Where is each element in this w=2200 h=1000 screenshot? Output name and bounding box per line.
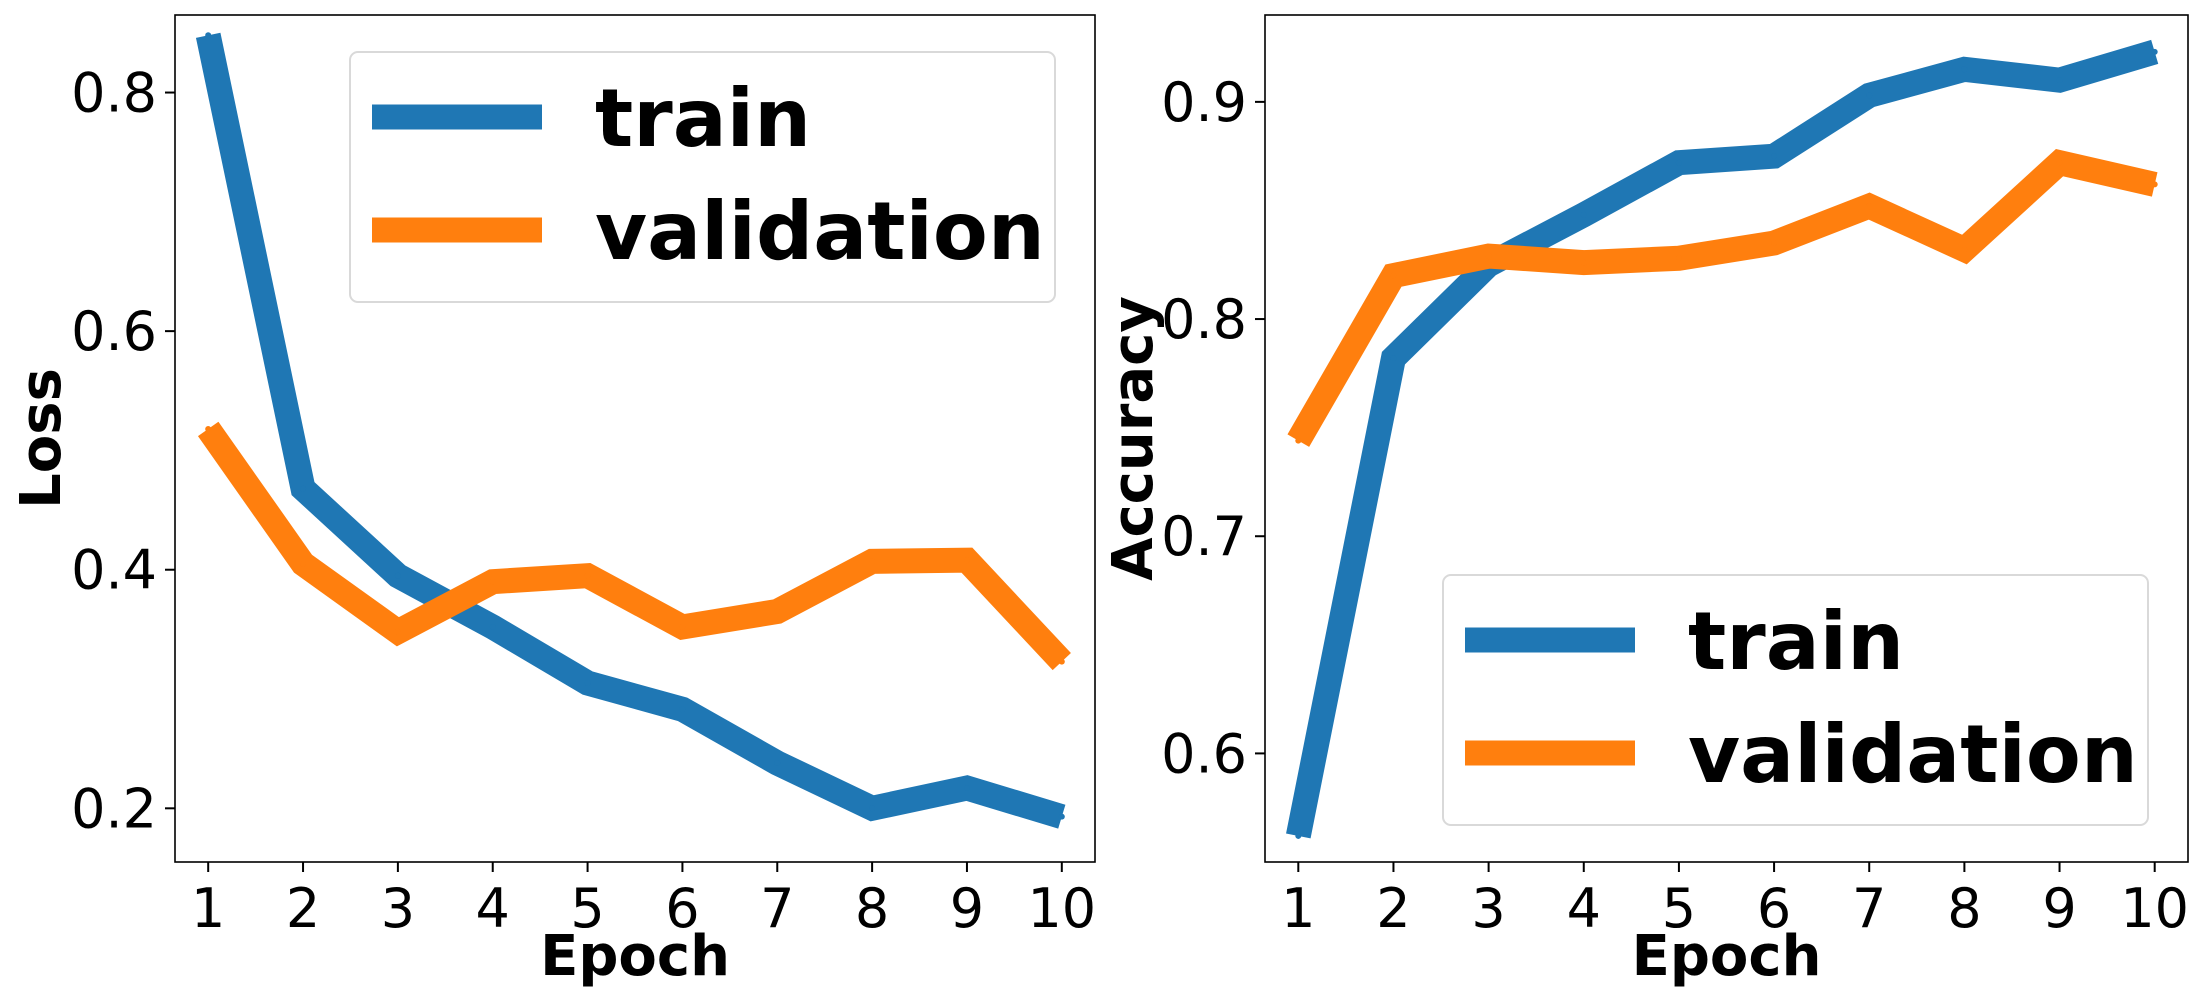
data-point-validation	[1580, 259, 1587, 266]
data-point-train	[2151, 48, 2158, 55]
legend-label-validation: validation	[1688, 708, 2138, 801]
legend-label-train: train	[595, 72, 811, 165]
data-point-train	[394, 572, 401, 579]
data-point-validation	[1771, 240, 1778, 247]
y-tick-label: 0.6	[71, 300, 157, 363]
y-axis-title: Loss	[9, 368, 74, 509]
plot-frame	[1264, 14, 2189, 863]
data-point-train	[1961, 66, 1968, 73]
x-tick-label: 2	[286, 877, 320, 940]
legend: train validation	[349, 51, 1056, 303]
data-point-validation	[963, 557, 970, 564]
x-axis-title: Epoch	[1632, 924, 1822, 989]
data-point-validation	[1485, 253, 1492, 260]
data-point-train	[1771, 153, 1778, 160]
x-tick-label: 10	[1027, 877, 1096, 940]
x-tick-label: 3	[1471, 877, 1505, 940]
data-point-validation	[869, 558, 876, 565]
y-tick-label: 0.6	[1161, 722, 1247, 785]
series-line-train	[195, 32, 1066, 829]
chart-panel-2: 0.6 0.7 0.8 0.9 1 2 3 4 5 6 7 8 9 10 Epoch Accuracy trai…	[1101, 14, 2189, 989]
data-point-validation	[1390, 272, 1397, 279]
x-tick-label: 4	[476, 877, 510, 940]
data-point-validation	[679, 623, 686, 630]
series-line-validation	[1287, 149, 2158, 447]
series-line-validation	[197, 421, 1071, 671]
chart-panel-1: 0.2 0.4 0.6 0.8 1 2 3 4 5 6 7 8 9 10 Epoch Loss train val…	[9, 14, 1096, 989]
y-tick-label: 0.7	[1161, 505, 1247, 568]
data-point-validation	[2151, 181, 2158, 188]
data-point-validation	[1058, 658, 1065, 665]
x-tick-label: 7	[1852, 877, 1886, 940]
data-point-train	[869, 805, 876, 812]
legend-label-validation: validation	[595, 185, 1045, 278]
data-point-validation	[1675, 255, 1682, 262]
y-axis-title: Accuracy	[1101, 296, 1166, 581]
y-tick-label: 0.2	[71, 777, 157, 840]
data-point-validation	[1295, 437, 1302, 444]
data-point-validation	[489, 578, 496, 585]
data-point-train	[774, 759, 781, 766]
plot-frame	[174, 14, 1096, 863]
x-tick-label: 6	[665, 877, 699, 940]
data-point-validation	[300, 560, 307, 567]
series-line-train	[1286, 39, 2159, 839]
data-point-validation	[1866, 203, 1873, 210]
legend-label-train: train	[1688, 595, 1904, 688]
data-point-validation	[584, 572, 591, 579]
x-tick-label: 1	[1281, 877, 1315, 940]
x-tick-label: 8	[855, 877, 889, 940]
y-tick-label: 0.9	[1161, 71, 1247, 134]
data-point-validation	[205, 425, 212, 432]
data-point-train	[1058, 813, 1065, 820]
x-tick-label: 7	[760, 877, 794, 940]
data-point-validation	[2056, 159, 2063, 166]
x-tick-label: 2	[1376, 877, 1410, 940]
x-axis-title: Epoch	[540, 924, 730, 989]
y-tick-label: 0.8	[1161, 288, 1247, 351]
x-tick-label: 5	[570, 877, 604, 940]
x-tick-label: 9	[2042, 877, 2076, 940]
data-point-train	[1295, 832, 1302, 839]
data-point-train	[205, 32, 212, 39]
data-point-train	[300, 485, 307, 492]
x-tick-label: 4	[1567, 877, 1601, 940]
data-point-train	[963, 785, 970, 792]
data-point-train	[1390, 355, 1397, 362]
data-point-train	[679, 706, 686, 713]
x-tick-label: 10	[2120, 877, 2189, 940]
data-point-train	[1675, 159, 1682, 166]
legend: train validation	[1442, 574, 2149, 826]
data-point-validation	[394, 628, 401, 635]
x-tick-label: 3	[381, 877, 415, 940]
data-point-train	[489, 623, 496, 630]
data-point-train	[2056, 77, 2063, 84]
x-tick-label: 1	[191, 877, 225, 940]
x-tick-label: 8	[1947, 877, 1981, 940]
data-point-validation	[774, 608, 781, 615]
data-point-train	[1580, 211, 1587, 218]
y-tick-label: 0.4	[71, 539, 157, 602]
x-tick-label: 5	[1662, 877, 1696, 940]
x-tick-label: 9	[950, 877, 984, 940]
y-tick-label: 0.8	[71, 62, 157, 125]
data-point-train	[1866, 92, 1873, 99]
x-tick-label: 6	[1757, 877, 1791, 940]
data-point-train	[584, 680, 591, 687]
data-point-validation	[1961, 246, 1968, 253]
